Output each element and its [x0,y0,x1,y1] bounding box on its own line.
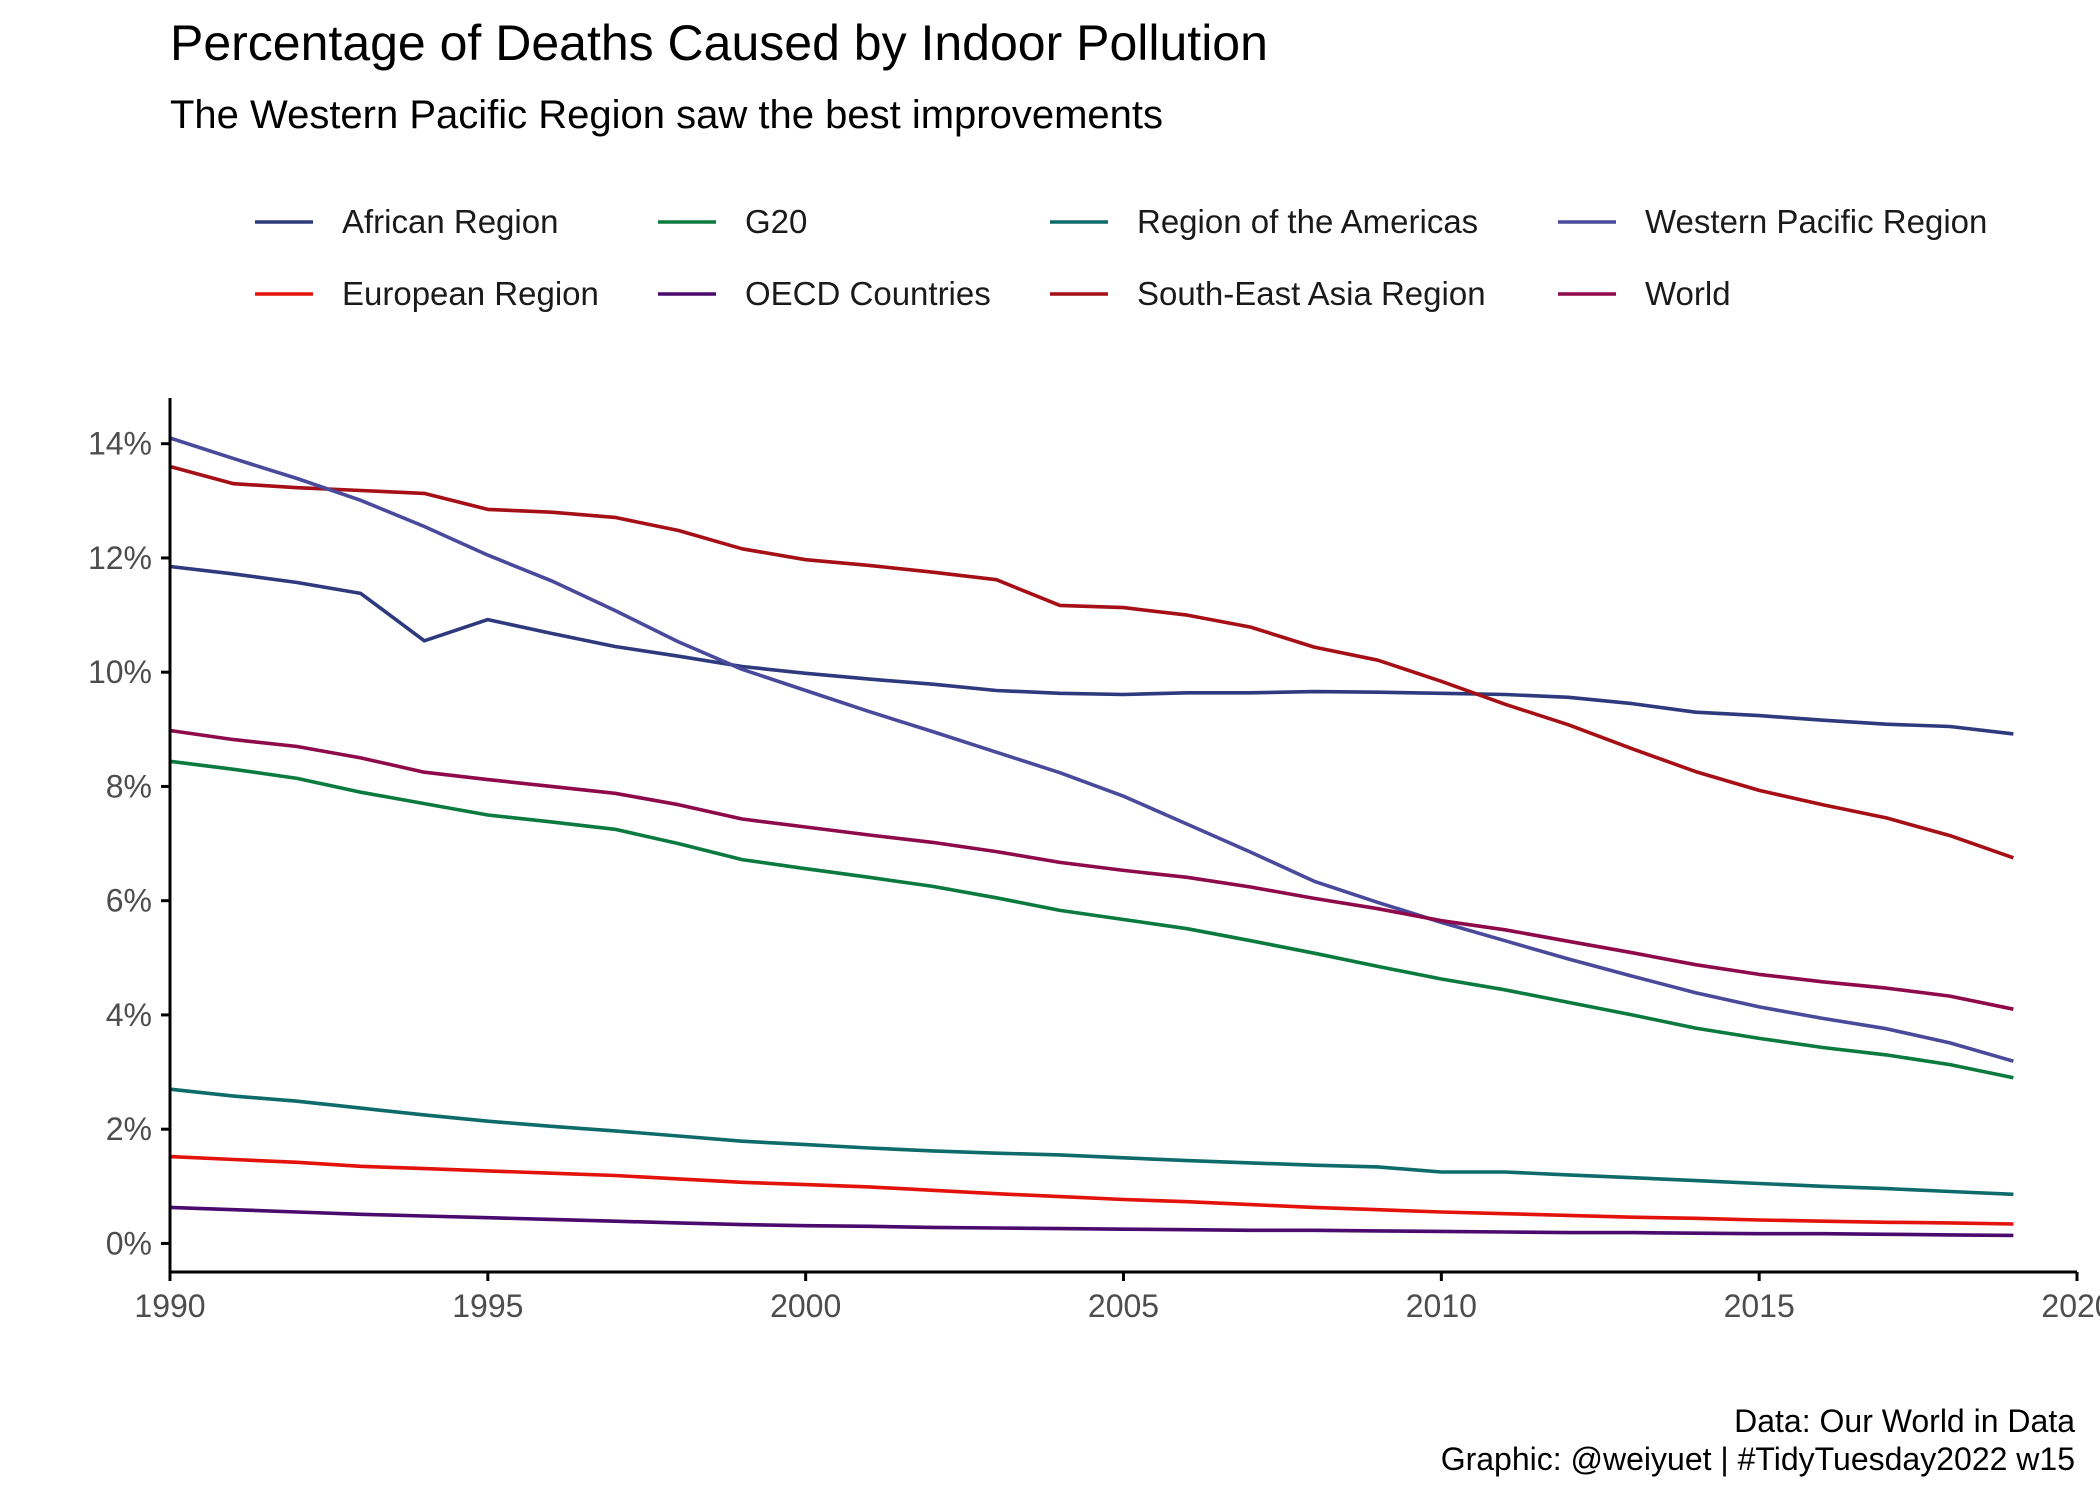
x-tick-label: 2005 [1088,1288,1159,1324]
y-tick-label: 6% [106,883,152,919]
series-line-western-pacific-region [169,436,2014,1063]
legend-label-african-region: African Region [342,203,558,240]
y-axis-ticks: 0% 2% 4% 6% 8% 10% 12% 14% [88,426,170,1261]
series-line-oecd-countries [169,1205,2014,1238]
y-tick-label: 4% [106,997,152,1033]
series-lines [169,436,2014,1238]
legend-label-oecd-countries: OECD Countries [745,275,991,312]
y-tick-label: 12% [88,540,152,576]
legend-label-world: World [1645,275,1731,312]
x-tick-label: 1995 [452,1288,523,1324]
y-tick-label: 8% [106,768,152,804]
chart-title: Percentage of Deaths Caused by Indoor Po… [170,15,1268,71]
y-tick-label: 2% [106,1111,152,1147]
legend-label-g20: G20 [745,203,807,240]
legend-label-south-east-asia-region: South-East Asia Region [1137,275,1486,312]
y-tick-label: 10% [88,654,152,690]
series-line-african-region [169,564,2014,736]
y-tick-label: 14% [88,426,152,462]
legend-label-european-region: European Region [342,275,599,312]
legend-label-region-of-the-americas: Region of the Americas [1137,203,1478,240]
legend: African Region European Region G20 OECD Cou… [255,203,1987,312]
x-tick-label: 2010 [1406,1288,1477,1324]
x-tick-label: 1990 [134,1288,205,1324]
x-axis-ticks: 1990 1995 2000 2005 2010 2015 2020 [134,1272,2100,1324]
plot-area: 0% 2% 4% 6% 8% 10% 12% 14% 1990 1995 2000 2005 2010… [88,398,2100,1324]
x-tick-label: 2020 [2041,1288,2100,1324]
series-line-european-region [169,1154,2014,1226]
chart-subtitle: The Western Pacific Region saw the best … [170,93,1163,137]
caption-credit: Graphic: @weiyuet | #TidyTuesday2022 w15 [1441,1441,2075,1477]
y-tick-label: 0% [106,1225,152,1261]
caption-source: Data: Our World in Data [1734,1403,2075,1439]
x-tick-label: 2000 [770,1288,841,1324]
series-line-south-east-asia-region [169,464,2014,860]
series-line-region-of-the-americas [169,1087,2014,1197]
legend-label-western-pacific-region: Western Pacific Region [1645,203,1987,240]
x-tick-label: 2015 [1724,1288,1795,1324]
series-line-g20 [169,759,2014,1080]
series-line-world [169,728,2014,1011]
